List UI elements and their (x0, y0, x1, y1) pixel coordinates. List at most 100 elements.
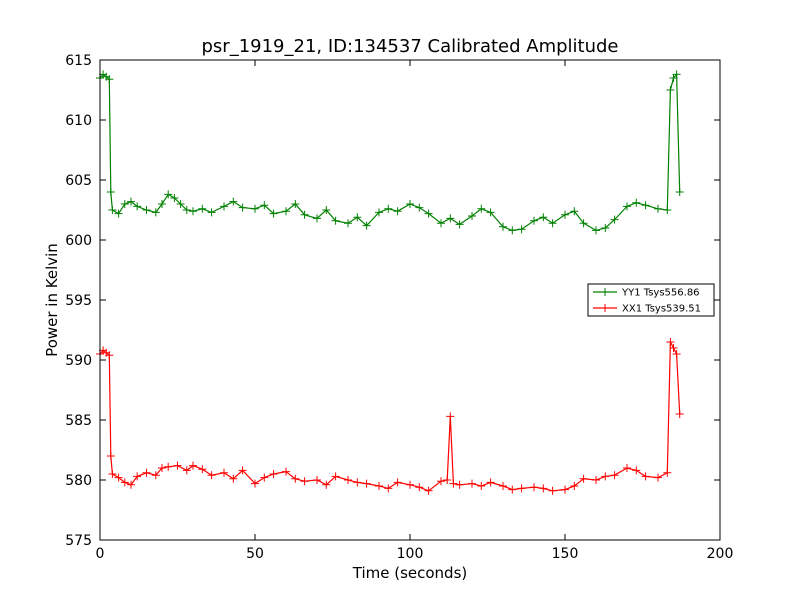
data-point (353, 478, 362, 487)
data-point (313, 214, 321, 223)
data-point (424, 486, 433, 495)
legend: YY1 Tsys556.86 XX1 Tsys539.51 (587, 283, 715, 317)
data-point (455, 220, 464, 229)
data-point (189, 207, 197, 216)
data-point (666, 338, 675, 346)
data-point (220, 468, 228, 477)
x-tick-label: 150 (552, 546, 579, 562)
data-point (654, 473, 662, 482)
data-point (291, 474, 300, 483)
data-point (300, 477, 309, 486)
data-point (106, 188, 115, 196)
x-tick-label: 50 (246, 546, 264, 562)
data-point (415, 203, 424, 212)
x-tick-label: 100 (397, 546, 424, 562)
data-point (449, 479, 458, 488)
data-point (561, 210, 569, 219)
data-point (220, 202, 228, 211)
data-point (176, 200, 185, 208)
data-point (437, 477, 445, 486)
data-point (105, 75, 114, 84)
data-point (353, 213, 362, 222)
data-point (384, 204, 393, 213)
data-point (313, 476, 321, 484)
data-point (610, 215, 619, 224)
data-point (455, 480, 464, 489)
plot-series-layer (96, 70, 684, 495)
data-point (251, 479, 259, 488)
data-point (260, 473, 269, 482)
data-point (238, 466, 247, 475)
data-point (477, 482, 486, 490)
data-point (120, 478, 129, 487)
data-point (663, 468, 672, 477)
data-point (229, 197, 238, 206)
data-point (530, 216, 538, 225)
data-point (443, 476, 452, 484)
data-point (158, 464, 166, 472)
data-point (486, 478, 495, 487)
data-point (406, 200, 414, 208)
data-point (468, 479, 476, 488)
data-point (669, 344, 678, 352)
data-point (106, 452, 115, 460)
series-line (99, 72, 681, 232)
data-point (142, 206, 151, 214)
data-point (446, 214, 455, 223)
data-point (672, 70, 681, 79)
data-point (344, 219, 352, 228)
y-axis: 575 580 585 590 595 600 605 610 615 (65, 53, 720, 549)
data-point (499, 222, 507, 231)
data-point (282, 207, 290, 216)
data-point (127, 197, 135, 206)
data-point (570, 482, 579, 490)
data-point (641, 201, 650, 210)
data-point (508, 226, 517, 235)
data-point (539, 484, 548, 493)
data-point (393, 478, 402, 487)
data-point (499, 482, 507, 490)
data-point (269, 470, 278, 478)
series-yy1 (96, 70, 684, 235)
data-point (170, 194, 179, 202)
data-point (108, 470, 117, 478)
data-point (198, 204, 207, 213)
y-tick-label: 615 (65, 53, 92, 69)
data-point (570, 207, 579, 216)
data-point (375, 482, 383, 490)
y-tick-label: 585 (65, 413, 92, 429)
data-point (384, 484, 393, 493)
legend-marker (601, 304, 609, 312)
data-point (548, 219, 557, 228)
data-point (331, 472, 340, 481)
data-point (322, 206, 331, 214)
x-tick-label: 0 (96, 546, 105, 562)
data-point (182, 206, 191, 214)
data-point (486, 208, 495, 217)
data-point (108, 206, 117, 214)
data-point (601, 224, 610, 232)
data-point (331, 216, 340, 225)
series-xx1 (96, 338, 684, 495)
data-point (623, 202, 631, 211)
data-point (672, 350, 681, 358)
data-point (269, 209, 278, 218)
data-point (207, 208, 216, 217)
data-point (133, 472, 142, 481)
y-tick-label: 590 (65, 353, 92, 369)
data-point (675, 188, 684, 196)
data-point (251, 204, 259, 213)
data-point (601, 472, 610, 481)
data-point (632, 198, 641, 207)
legend-box (587, 283, 715, 317)
data-point (127, 480, 135, 489)
data-point (663, 206, 672, 214)
data-point (375, 208, 383, 217)
y-tick-label: 575 (65, 533, 92, 549)
data-point (517, 484, 526, 493)
data-point (437, 219, 445, 228)
data-point (105, 351, 114, 360)
data-point (477, 204, 486, 213)
data-point (666, 86, 675, 94)
data-point (610, 471, 619, 480)
